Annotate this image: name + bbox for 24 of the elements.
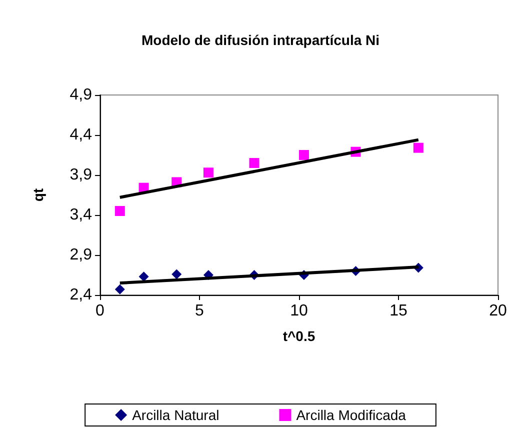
y-tick-label: 2,4 (70, 286, 92, 304)
point (203, 168, 214, 178)
x-tick-label: 10 (290, 302, 308, 320)
x-tick-label: 20 (489, 302, 507, 320)
legend-label: Arcilla Natural (132, 407, 220, 423)
point (114, 284, 125, 294)
point (172, 269, 182, 280)
x-axis-title: t^0.5 (282, 328, 316, 344)
point (249, 158, 260, 168)
x-tick-label: 0 (96, 302, 105, 320)
y-tick-label: 2,9 (70, 246, 92, 264)
legend-label: Arcilla Modificada (296, 407, 406, 423)
point (413, 142, 424, 153)
y-tick-label: 4,4 (70, 126, 92, 144)
point (138, 272, 149, 282)
y-tick-label: 4,9 (70, 86, 92, 104)
point (298, 150, 309, 160)
y-tick-label: 3,9 (70, 166, 92, 184)
y-axis-title: qt (30, 188, 46, 202)
point (114, 206, 125, 216)
x-tick-label: 5 (195, 302, 204, 320)
x-tick-label: 15 (390, 302, 408, 320)
y-tick-label: 3,4 (70, 206, 92, 224)
chart-title: Modelo de difusión intrapartícula Ni (141, 32, 380, 48)
